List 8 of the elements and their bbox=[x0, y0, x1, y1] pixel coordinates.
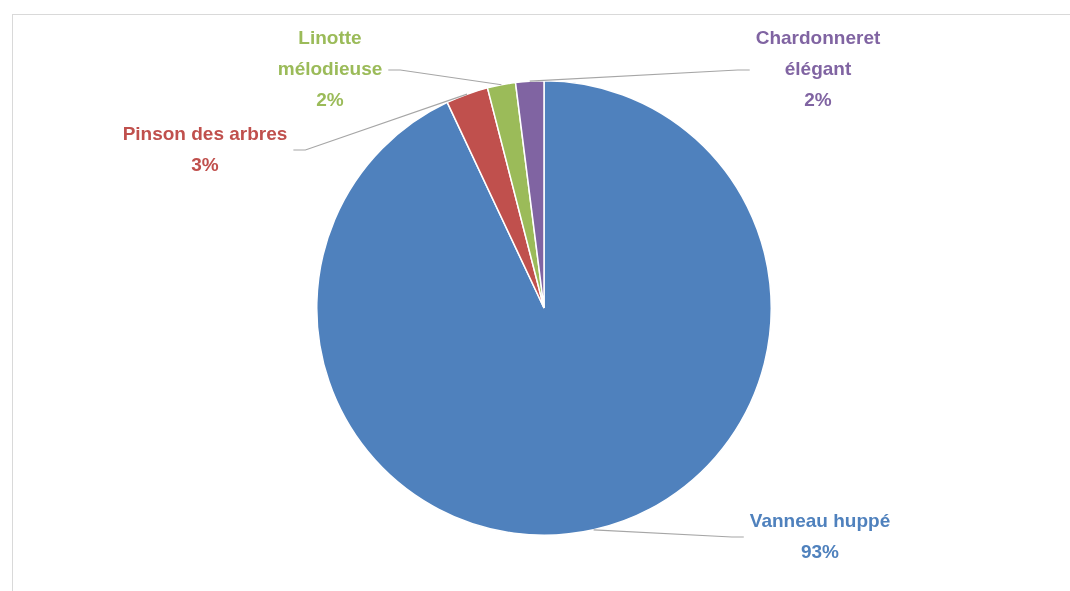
slice-label: Pinson des arbres bbox=[122, 122, 288, 144]
slice-label: Chardonneret élégant bbox=[755, 27, 881, 80]
data-label: 2% bbox=[316, 89, 344, 111]
slice-label: Linotte mélodieuse bbox=[277, 27, 383, 80]
data-label: 93% bbox=[800, 540, 840, 562]
data-label: 3% bbox=[191, 153, 219, 175]
slice-label: Vanneau huppé bbox=[749, 509, 891, 531]
data-label: 2% bbox=[804, 89, 832, 111]
